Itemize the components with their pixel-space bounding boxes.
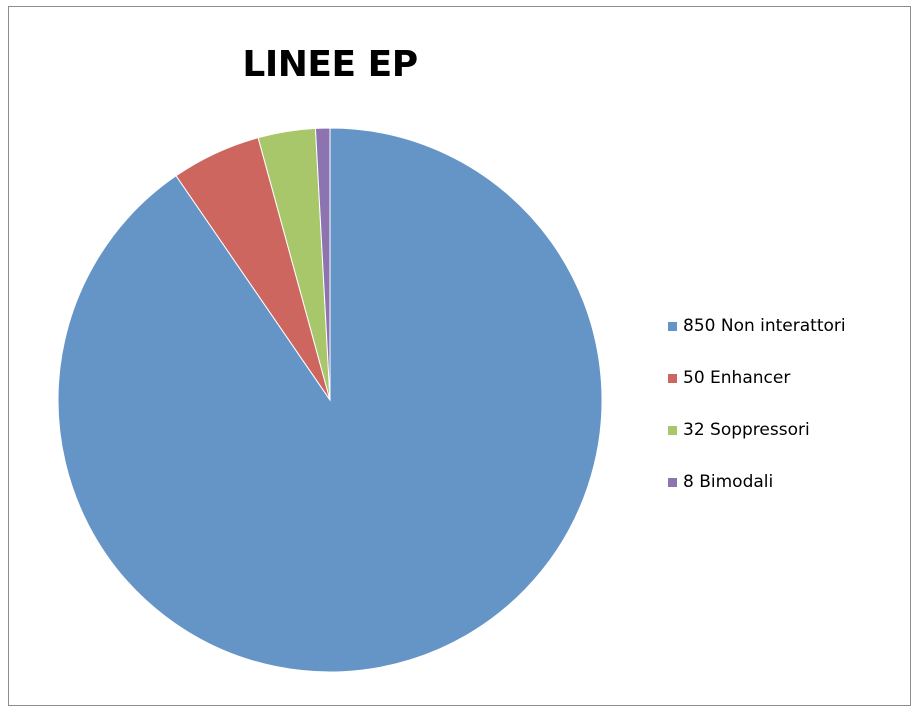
legend-swatch-soppressori (668, 425, 677, 435)
legend-item-soppressori: 32 Soppressori (668, 417, 908, 443)
chart-legend: 850 Non interattori 50 Enhancer 32 Soppr… (668, 313, 908, 521)
legend-label-bimodali: 8 Bimodali (683, 472, 774, 492)
legend-label-non-interattori: 850 Non interattori (683, 316, 846, 336)
pie-slice-bimodali (314, 127, 331, 401)
legend-swatch-bimodali (668, 477, 677, 487)
legend-swatch-enhancer (668, 373, 677, 383)
legend-label-enhancer: 50 Enhancer (683, 368, 791, 388)
legend-item-non-interattori: 850 Non interattori (668, 313, 908, 339)
legend-swatch-non-interattori (668, 321, 677, 331)
legend-item-enhancer: 50 Enhancer (668, 365, 908, 391)
chart-title: LINEE EP (242, 44, 418, 85)
legend-label-soppressori: 32 Soppressori (683, 420, 810, 440)
legend-item-bimodali: 8 Bimodali (668, 469, 908, 495)
